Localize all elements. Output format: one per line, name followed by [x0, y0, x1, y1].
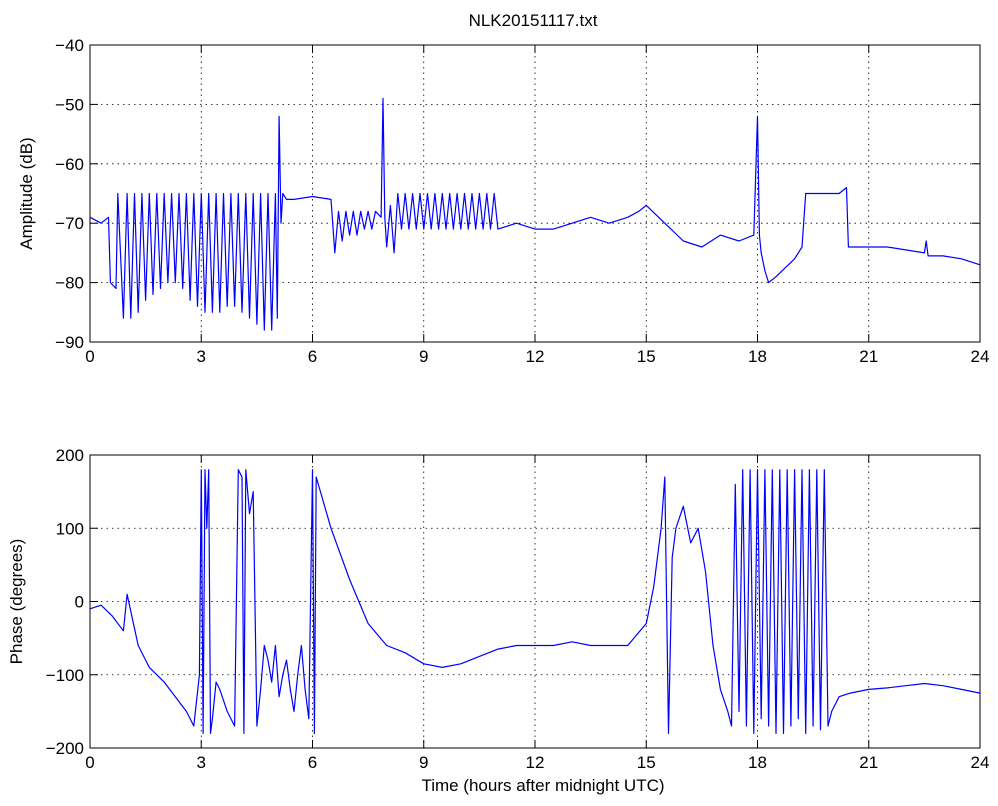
- phase-y-tick-label: 100: [56, 519, 84, 538]
- amplitude-y-tick-label: −50: [55, 95, 84, 114]
- amplitude-x-tick-label: 3: [197, 347, 206, 366]
- amplitude-x-tick-label: 18: [748, 347, 767, 366]
- phase-plot: 0 3 6 9 12 15 18 21 24 −200 −100 0 100 200 Phase (deg…: [7, 446, 989, 795]
- phase-x-tick-label: 9: [419, 753, 428, 772]
- amplitude-x-tick-label: 0: [85, 347, 94, 366]
- phase-x-axis-label: Time (hours after midnight UTC): [421, 776, 664, 795]
- phase-x-tick-label: 6: [308, 753, 317, 772]
- phase-x-tick-label: 24: [971, 753, 990, 772]
- amplitude-x-tick-label: 15: [637, 347, 656, 366]
- amplitude-y-tick-label: −60: [55, 155, 84, 174]
- phase-x-tick-label: 21: [859, 753, 878, 772]
- amplitude-y-tick-label: −70: [55, 214, 84, 233]
- amplitude-y-axis-label: Amplitude (dB): [17, 137, 36, 249]
- phase-y-tick-label: −100: [46, 666, 84, 685]
- phase-x-tick-label: 15: [637, 753, 656, 772]
- amplitude-x-tick-label: 12: [526, 347, 545, 366]
- phase-x-tick-label: 18: [748, 753, 767, 772]
- phase-y-tick-label: 200: [56, 446, 84, 465]
- phase-series-line: [89, 469, 981, 734]
- amplitude-ticks: 0 3 6 9 12 15 18 21 24 −90 −80 −70 −60 −50 −40: [55, 36, 989, 366]
- phase-ticks: 0 3 6 9 12 15 18 21 24 −200 −100 0 100 200: [46, 446, 990, 772]
- amplitude-x-tick-label: 6: [308, 347, 317, 366]
- amplitude-y-tick-label: −90: [55, 333, 84, 352]
- amplitude-grid: [90, 45, 980, 342]
- phase-x-tick-label: 3: [197, 753, 206, 772]
- amplitude-x-tick-label: 21: [859, 347, 878, 366]
- amplitude-x-tick-label: 24: [971, 347, 990, 366]
- phase-y-tick-label: 0: [75, 593, 84, 612]
- phase-x-tick-label: 0: [85, 753, 94, 772]
- amplitude-x-tick-label: 9: [419, 347, 428, 366]
- amplitude-plot: 0 3 6 9 12 15 18 21 24 −90 −80 −70 −60 −50 −40 Amplitu…: [17, 36, 989, 366]
- amplitude-y-tick-label: −80: [55, 274, 84, 293]
- chart-title: NLK20151117.txt: [469, 11, 598, 30]
- amplitude-series-line: [89, 97, 981, 331]
- phase-y-tick-label: −200: [46, 739, 84, 758]
- phase-grid: [90, 455, 980, 748]
- phase-y-axis-label: Phase (degrees): [7, 539, 26, 665]
- phase-x-tick-label: 12: [526, 753, 545, 772]
- amplitude-y-tick-label: −40: [55, 36, 84, 55]
